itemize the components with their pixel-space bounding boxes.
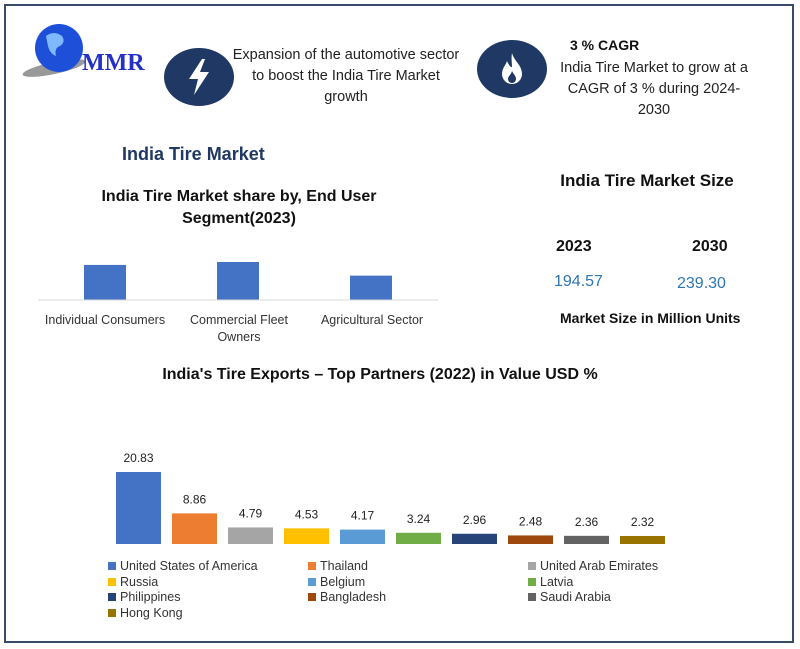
legend-swatch [308,577,316,586]
lightning-bolt-icon [164,48,234,106]
bar [340,529,385,544]
legend-label: Bangladesh [320,590,387,604]
flame-icon [477,40,547,98]
legend-item: Bangladesh [308,590,386,604]
category-label: Commercial Fleet Owners [190,313,288,344]
legend-item: Russia [108,575,158,589]
mmr-logo: MMR [14,14,154,84]
bar [396,532,441,544]
value-2030: 239.30 [677,275,726,292]
legend-item: Thailand [308,559,368,573]
data-label: 3.24 [407,512,431,526]
svg-text:MMR: MMR [82,50,145,76]
value-2023: 194.57 [554,273,603,290]
globe-icon: MMR [22,24,145,77]
bar [217,262,259,300]
legend-item: United States of America [108,559,258,573]
legend-swatch [108,608,116,617]
data-label: 4.17 [351,509,375,523]
legend-item: Belgium [308,575,365,589]
legend-label: United States of America [120,559,258,573]
cagr-title: 3 % CAGR [570,37,640,53]
bar [172,513,217,544]
frame-border [4,4,794,643]
data-label: 2.96 [463,513,487,527]
bar [284,528,329,544]
legend-item: United Arab Emirates [528,559,658,573]
legend-item: Latvia [528,575,573,589]
legend-label: United Arab Emirates [540,559,659,573]
legend-swatch [108,577,116,586]
data-label: 2.36 [575,515,599,529]
section-title: India Tire Market [122,144,265,164]
bar [228,527,273,544]
legend-item: Saudi Arabia [528,590,611,604]
data-label: 2.48 [519,514,543,528]
data-label: 2.32 [631,515,655,529]
data-label: 8.86 [183,492,207,506]
data-label: 20.83 [123,451,153,465]
legend-swatch [308,562,316,570]
exports-chart: 20.83 8.86 4.79 4.53 4.17 3.24 2.96 2.48 2.36 2.3… [116,451,665,544]
bar [84,264,126,300]
legend-label: Thailand [320,559,368,573]
bar [350,275,392,300]
unit-label: Market Size in Million Units [560,310,741,326]
data-label: 4.79 [239,506,263,520]
data-label: 4.53 [295,507,319,521]
bar [508,535,553,544]
legend-label: Saudi Arabia [540,590,611,604]
category-label: Agricultural Sector [320,313,424,327]
highlight-text-growth: Expansion of the automotive sector to bo… [232,47,460,105]
legend-swatch [308,593,316,601]
legend-swatch [108,593,116,601]
highlight-text-cagr: India Tire Market to grow at a CAGR of 3… [560,60,748,118]
legend-label: Hong Kong [120,605,183,620]
legend-item: Philippines [108,590,180,604]
bar [620,535,665,544]
legend-item: Hong Kong [108,606,183,620]
end-user-chart-title: India Tire Market share by, End User Seg… [101,188,377,227]
category-label: Individual Consumers [44,313,166,327]
end-user-chart [38,262,438,301]
legend-swatch [108,562,116,570]
legend-label: Latvia [540,574,574,589]
year-2023: 2023 [556,238,592,255]
exports-chart-title: India's Tire Exports – Top Partners (202… [162,366,598,383]
legend-label: Philippines [120,590,181,604]
bar [452,533,497,544]
legend-swatch [528,593,536,601]
year-2030: 2030 [692,238,728,255]
legend-swatch [528,577,536,586]
bar [564,535,609,544]
legend-swatch [528,562,536,570]
bar [116,472,161,544]
legend-label: Belgium [320,574,366,589]
market-size-title: India Tire Market Size [560,171,734,190]
legend-label: Russia [120,574,159,589]
